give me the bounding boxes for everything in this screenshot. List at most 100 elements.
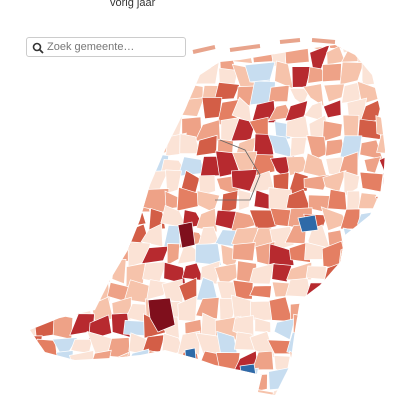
municipality[interactable] [249, 285, 272, 299]
municipality[interactable] [339, 208, 361, 230]
municipality[interactable] [380, 65, 395, 87]
municipality[interactable] [109, 223, 131, 252]
municipality[interactable] [106, 63, 131, 89]
municipality[interactable] [325, 279, 344, 296]
municipality[interactable] [52, 171, 78, 192]
municipality[interactable] [58, 67, 72, 85]
municipality[interactable] [239, 363, 257, 379]
municipality[interactable] [122, 172, 150, 191]
municipality[interactable] [87, 175, 113, 197]
municipality[interactable] [158, 366, 188, 389]
municipality[interactable] [254, 317, 272, 333]
municipality[interactable] [123, 150, 149, 180]
municipality[interactable] [18, 223, 44, 247]
municipality[interactable] [140, 245, 170, 265]
municipality[interactable] [378, 153, 397, 177]
municipality[interactable] [89, 152, 108, 176]
municipality[interactable] [320, 369, 347, 395]
municipality[interactable] [323, 83, 345, 103]
municipality[interactable] [286, 261, 312, 281]
municipality[interactable] [160, 352, 186, 378]
municipality[interactable] [16, 173, 41, 197]
municipality[interactable] [143, 82, 167, 99]
municipality[interactable] [377, 301, 394, 322]
municipality[interactable] [127, 121, 148, 141]
municipality[interactable] [378, 26, 400, 52]
municipality[interactable] [327, 188, 348, 211]
municipality[interactable] [58, 140, 72, 154]
municipality[interactable] [340, 281, 361, 302]
municipality[interactable] [303, 336, 325, 358]
municipality[interactable] [56, 245, 77, 269]
municipality[interactable] [323, 336, 349, 359]
municipality[interactable] [15, 281, 42, 303]
municipality[interactable] [379, 335, 399, 360]
municipality[interactable] [273, 318, 296, 341]
municipality[interactable] [69, 279, 96, 303]
municipality[interactable] [52, 298, 77, 317]
municipality[interactable] [70, 138, 89, 157]
municipality[interactable] [381, 83, 400, 105]
municipality[interactable] [70, 223, 98, 247]
municipality[interactable] [213, 82, 241, 101]
municipality[interactable] [123, 374, 148, 390]
municipality[interactable] [339, 266, 365, 287]
municipality[interactable] [32, 351, 58, 378]
municipality[interactable] [128, 388, 148, 400]
municipality[interactable] [123, 139, 146, 156]
municipality[interactable] [248, 262, 275, 285]
municipality[interactable] [92, 228, 111, 249]
municipality[interactable] [232, 242, 256, 262]
municipality[interactable] [37, 260, 53, 288]
municipality[interactable] [33, 393, 57, 400]
municipality[interactable] [268, 243, 295, 266]
municipality[interactable] [52, 313, 74, 340]
municipality[interactable] [285, 370, 313, 393]
municipality[interactable] [220, 190, 239, 215]
municipality[interactable] [108, 100, 132, 125]
municipality[interactable] [307, 350, 325, 378]
municipality[interactable] [194, 243, 222, 266]
municipality[interactable] [358, 339, 384, 358]
municipality[interactable] [195, 297, 220, 320]
municipality[interactable] [323, 25, 346, 49]
municipality[interactable] [195, 61, 220, 85]
municipality[interactable] [198, 175, 216, 197]
municipality[interactable] [268, 367, 292, 391]
municipality[interactable] [87, 187, 113, 216]
municipality[interactable] [123, 66, 148, 86]
municipality[interactable] [342, 227, 367, 245]
municipality[interactable] [35, 169, 61, 192]
municipality[interactable] [359, 280, 380, 305]
municipality[interactable] [357, 296, 378, 322]
municipality[interactable] [73, 79, 96, 106]
municipality[interactable] [359, 351, 384, 374]
municipality[interactable] [87, 259, 111, 285]
municipality[interactable] [320, 319, 348, 337]
municipality[interactable] [146, 386, 161, 400]
municipality[interactable] [341, 369, 365, 392]
municipality[interactable] [110, 122, 134, 136]
municipality[interactable] [71, 96, 94, 123]
municipality[interactable] [322, 169, 347, 193]
municipality[interactable] [377, 211, 400, 230]
municipality[interactable] [70, 265, 95, 285]
municipality[interactable] [195, 207, 218, 233]
municipality[interactable] [91, 135, 113, 155]
municipality[interactable] [289, 136, 308, 158]
municipality[interactable] [16, 100, 43, 125]
municipality[interactable] [20, 370, 44, 395]
municipality[interactable] [87, 370, 110, 391]
municipality[interactable] [297, 214, 319, 233]
municipality[interactable] [88, 385, 113, 400]
municipality[interactable] [87, 241, 112, 269]
municipality[interactable] [57, 152, 76, 179]
municipality[interactable] [378, 385, 400, 400]
municipality[interactable] [109, 384, 134, 400]
municipality[interactable] [214, 26, 240, 51]
municipality[interactable] [357, 192, 383, 210]
municipality[interactable] [165, 169, 183, 194]
municipality[interactable] [35, 281, 60, 297]
municipality[interactable] [302, 152, 328, 179]
municipality[interactable] [320, 390, 345, 400]
